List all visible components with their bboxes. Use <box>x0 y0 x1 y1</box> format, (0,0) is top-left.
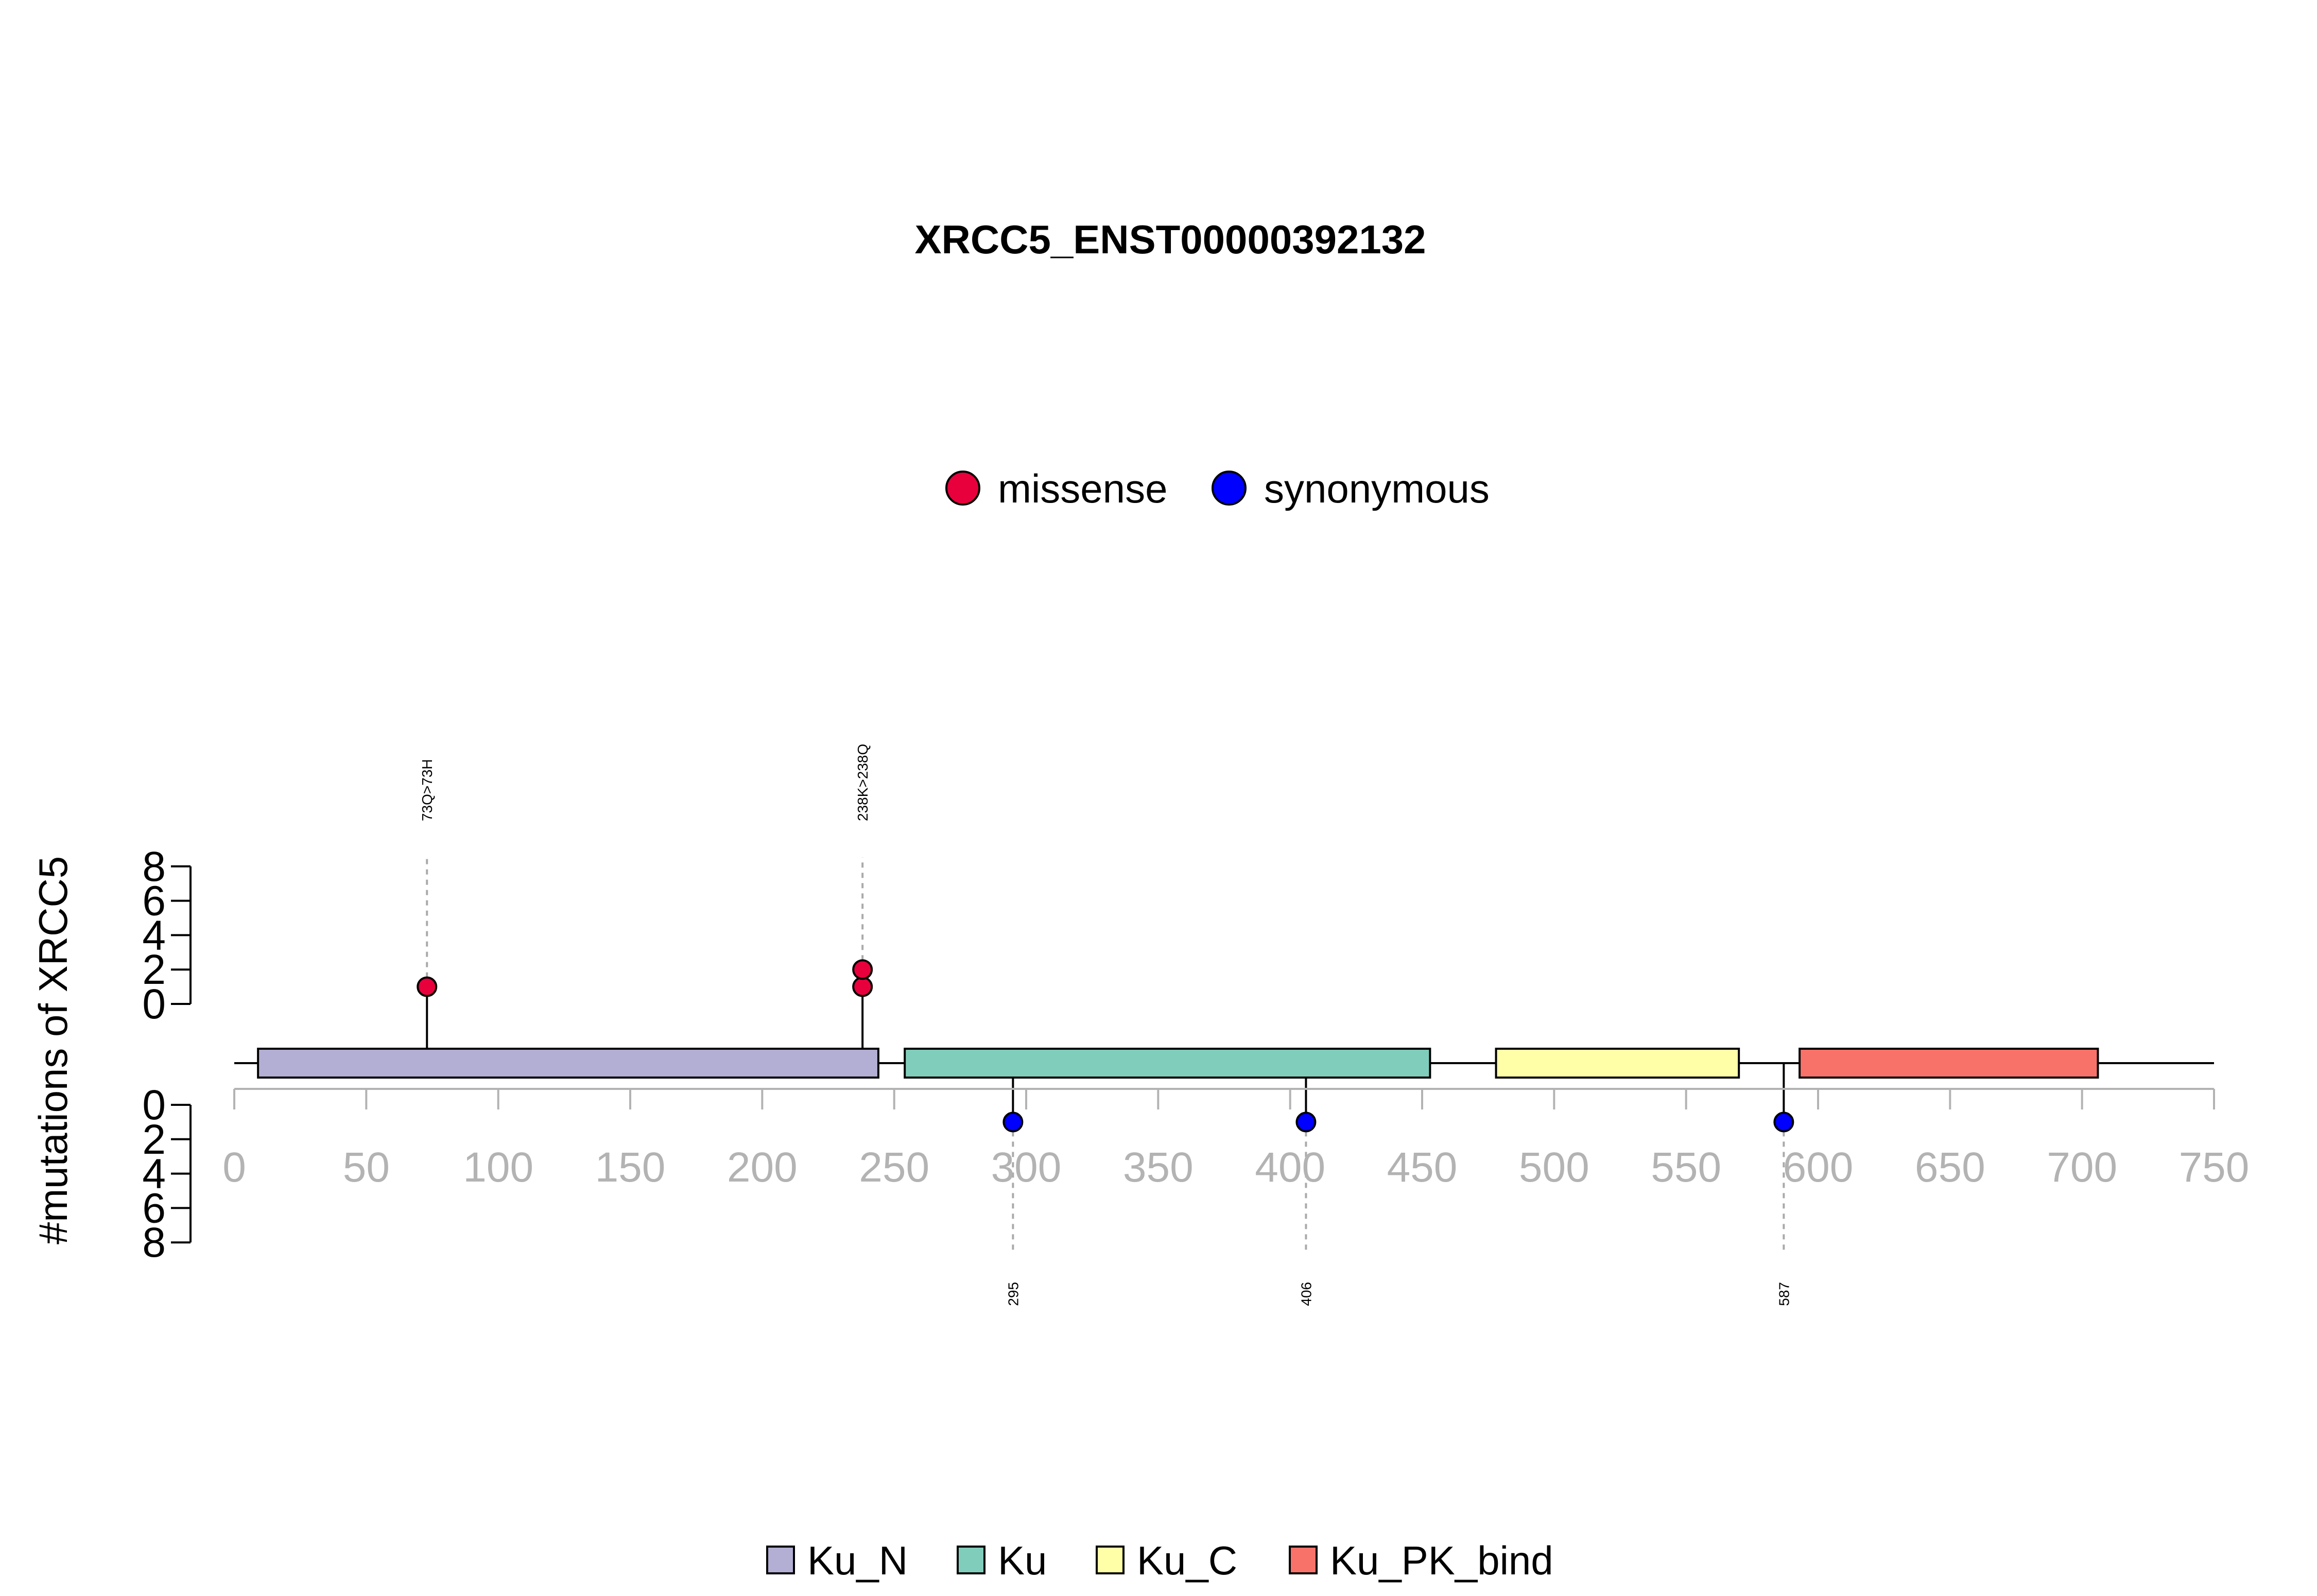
x-tick-label-750: 750 <box>2179 1144 2250 1191</box>
x-tick-label-450: 450 <box>1387 1144 1458 1191</box>
y-tick-label-top-6: 6 <box>142 878 166 925</box>
mutation-point-238-1 <box>852 976 873 997</box>
x-tick-label-500: 500 <box>1519 1144 1589 1191</box>
legend-swatch-Ku_C <box>1096 1546 1125 1574</box>
x-tick-label-550: 550 <box>1651 1144 1721 1191</box>
x-tick-label-200: 200 <box>727 1144 798 1191</box>
legend-swatch-Ku_PK_bind <box>1289 1546 1318 1574</box>
domain-Ku_N <box>257 1048 879 1079</box>
legend-label-missense: missense <box>998 466 1167 511</box>
x-tick-label-250: 250 <box>859 1144 929 1191</box>
y-tick-label-bottom-6: 6 <box>142 1185 166 1231</box>
legend-label-synonymous: synonymous <box>1264 466 1490 511</box>
legend-swatch-Ku_N <box>766 1546 795 1574</box>
chart-title: XRCC5_ENST00000392132 <box>915 217 1426 262</box>
x-tick-label-150: 150 <box>595 1144 666 1191</box>
mutation-point-295-1 <box>1002 1112 1024 1133</box>
x-tick-label-100: 100 <box>463 1144 533 1191</box>
y-axis-label: #mutations of XRCC5 <box>30 856 76 1244</box>
y-tick-label-top-0: 0 <box>142 981 166 1028</box>
legend-label-Ku_N: Ku_N <box>807 1538 908 1583</box>
domain-Ku_PK_bind <box>1799 1048 2099 1079</box>
y-tick-label-top-4: 4 <box>142 912 166 959</box>
legend-marker-synonymous <box>1212 471 1247 506</box>
legend-label-Ku_C: Ku_C <box>1137 1538 1237 1583</box>
mutation-label-238: 238K>238Q <box>855 744 871 821</box>
x-tick-label-0: 0 <box>222 1144 246 1191</box>
mutation-labels: 73Q>73H 238K>238Q 295 406 587 <box>419 744 1792 1306</box>
domain-track <box>257 1048 2099 1079</box>
legend-marker-missense <box>945 471 980 506</box>
legend-swatch-Ku <box>957 1546 985 1574</box>
y-tick-label-top-2: 2 <box>142 946 166 993</box>
mutation-label-295: 295 <box>1005 1282 1021 1306</box>
legend-label-Ku_PK_bind: Ku_PK_bind <box>1330 1538 1553 1583</box>
y-tick-label-bottom-2: 2 <box>142 1116 166 1163</box>
mutation-legend: missense synonymous <box>945 466 1490 511</box>
mutation-label-587: 587 <box>1776 1282 1792 1306</box>
y-tick-label-bottom-4: 4 <box>142 1151 166 1198</box>
x-tick-label-700: 700 <box>2047 1144 2117 1191</box>
mutation-point-406-1 <box>1295 1112 1317 1133</box>
x-tick-label-400: 400 <box>1255 1144 1325 1191</box>
mutation-label-406: 406 <box>1298 1282 1314 1306</box>
mutation-point-587-1 <box>1773 1112 1794 1133</box>
x-tick-label-350: 350 <box>1123 1144 1194 1191</box>
mutation-point-238-2 <box>852 959 873 980</box>
domain-Ku <box>904 1048 1431 1079</box>
y-tick-label-top-8: 8 <box>142 843 166 890</box>
y-tick-label-bottom-8: 8 <box>142 1219 166 1266</box>
x-tick-label-300: 300 <box>991 1144 1062 1191</box>
legend-label-Ku: Ku <box>998 1538 1047 1583</box>
mutation-points <box>417 959 1794 1133</box>
mutation-point-73-1 <box>417 976 438 997</box>
domain-legend: Ku_N Ku Ku_C Ku_PK_bind <box>766 1538 1553 1583</box>
x-axis: 0 50 100 150 200 250 300 350 400 450 500 550 600 650 7… <box>222 1088 2250 1191</box>
y-tick-label-bottom-0: 0 <box>142 1082 166 1129</box>
mutation-label-73: 73Q>73H <box>419 759 435 821</box>
x-tick-label-600: 600 <box>1783 1144 1854 1191</box>
x-tick-label-50: 50 <box>343 1144 390 1191</box>
domain-Ku_C <box>1495 1048 1740 1079</box>
x-tick-label-650: 650 <box>1915 1144 1985 1191</box>
